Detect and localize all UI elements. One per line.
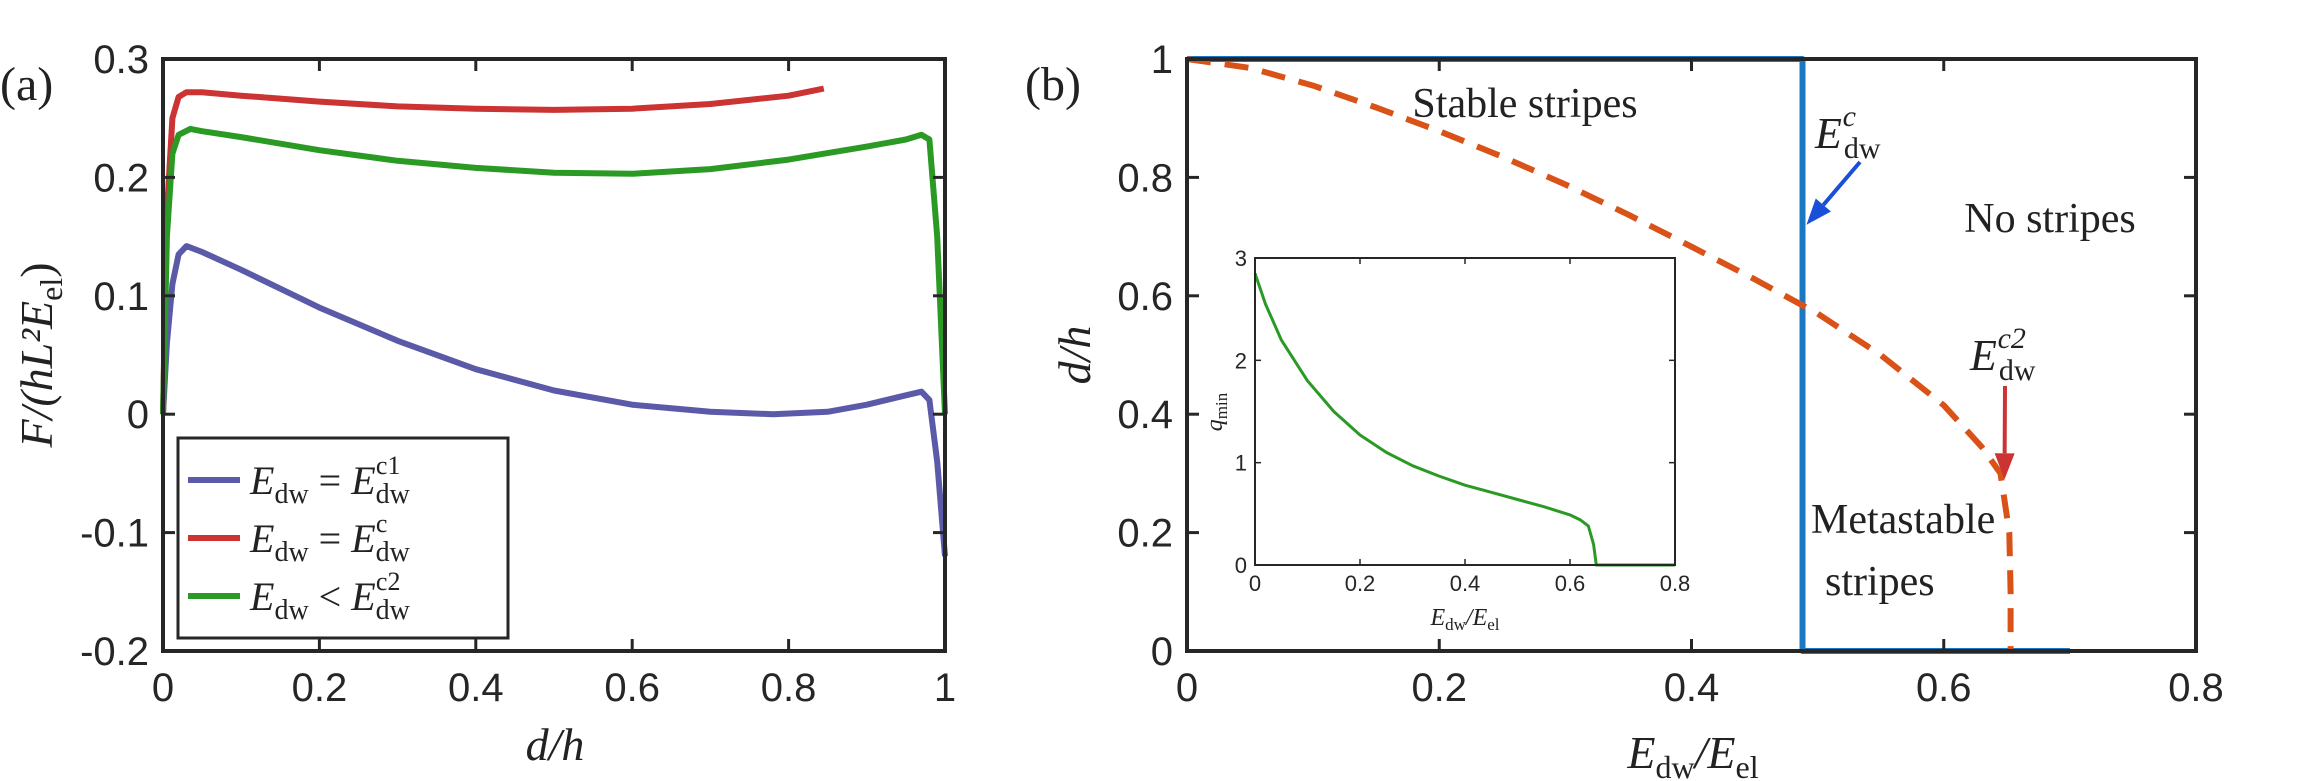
annotation-edw-c2-label: Edwc2 [1969,322,2036,387]
inset-series-line [1253,272,1675,567]
inset-ylabel: qmin [1202,392,1231,431]
panel-a-xtick-label: 0.4 [448,666,504,710]
panel-b: (b) 0 0.2 0.4 0.6 0.8 0 0.2 0.4 0.6 0.8 1 Stable s… [1025,38,2224,781]
annotation-edw-c-label: Edwc [1814,100,1881,165]
panel-a-label: (a) [0,58,53,111]
panel-a-series-2-line [160,85,825,415]
legend-label-2: Edw = Edwc [249,509,411,568]
annotation-edw-c-arrowhead [1806,198,1831,225]
region-label-stripes: stripes [1825,559,1935,605]
panel-a-xtick-label: 0 [152,666,174,710]
annotation-edw-c2: Edwc2 [1969,322,2036,480]
panel-a-ylabel: F/(hL²Eel) [11,262,69,448]
panel-b-label: (b) [1025,58,1081,111]
annotation-edw-c-arrow [1821,160,1862,207]
panel-b-xlabel: Edw/Eel [1626,727,1758,781]
panel-b-ytick-label: 0.4 [1117,393,1173,437]
region-label-stable: Stable stripes [1412,81,1637,127]
region-label-no-stripes: No stripes [1964,196,2136,242]
panel-a-series-3-line [160,125,948,415]
annotation-edw-c: Edwc [1806,100,1881,225]
inset-ytick-label: 3 [1235,246,1247,271]
panel-b-ytick-label: 1 [1151,38,1173,82]
panel-a-ytick-label: -0.2 [80,630,149,674]
inset-chart: 0 0.2 0.4 0.6 0.8 0 1 2 3 Edw/Eel qmin [1202,246,1690,634]
panel-b-xtick-label: 0.2 [1411,666,1467,710]
inset-xtick-label: 0 [1249,571,1261,596]
inset-xtick-label: 0.6 [1555,571,1586,596]
inset-xtick-label: 0.8 [1660,571,1691,596]
panel-b-ytick-label: 0 [1151,630,1173,674]
legend-label-1: Edw = Edwc1 [249,451,411,510]
panel-b-xtick-label: 0.4 [1664,666,1720,710]
panel-a-ytick-label: -0.1 [80,512,149,556]
panel-b-ytick-label: 0.6 [1117,275,1173,319]
panel-a-xlabel: d/h [526,719,585,770]
panel-a-ytick-label: 0 [127,393,149,437]
panel-b-xtick-label: 0.6 [1916,666,1972,710]
panel-a-axes-frame [161,57,947,653]
inset-background [1255,258,1675,565]
panel-a-xtick-label: 0.6 [604,666,660,710]
panel-b-ytick-label: 0.8 [1117,156,1173,200]
panel-b-xtick-label: 0.8 [2168,666,2224,710]
inset-xtick-label: 0.4 [1450,571,1481,596]
inset-xtick-label: 0.2 [1345,571,1376,596]
panel-b-dashed-boundary-line [1186,56,2014,651]
panel-a-xtick-label: 1 [934,666,956,710]
panel-a-xtick-label: 0.8 [761,666,817,710]
panel-a: (a) 0 0.2 0.4 0.6 0.8 1 -0.2 -0.1 0 0.1 0.2 0.3 d/h… [0,38,956,770]
inset-ytick-label: 0 [1235,553,1247,578]
panel-a-ytick-label: 0.2 [93,156,149,200]
legend-label-3: Edw < Edwc2 [249,567,411,626]
region-label-metastable: Metastable [1811,497,1995,543]
panel-a-xtick-label: 0.2 [292,666,348,710]
panel-a-ytick-label: 0.3 [93,38,149,82]
inset-ytick-label: 1 [1235,451,1247,476]
inset-xlabel: Edw/Eel [1429,605,1499,634]
annotation-edw-c2-arrowhead [1994,453,2015,480]
inset-ytick-label: 2 [1235,348,1247,373]
panel-a-ytick-label: 0.1 [93,275,149,319]
panel-b-ytick-label: 0.2 [1117,512,1173,556]
panel-a-series-1-line [160,243,948,557]
panel-b-ylabel: d/h [1049,326,1100,385]
panel-b-xtick-label: 0 [1176,666,1198,710]
